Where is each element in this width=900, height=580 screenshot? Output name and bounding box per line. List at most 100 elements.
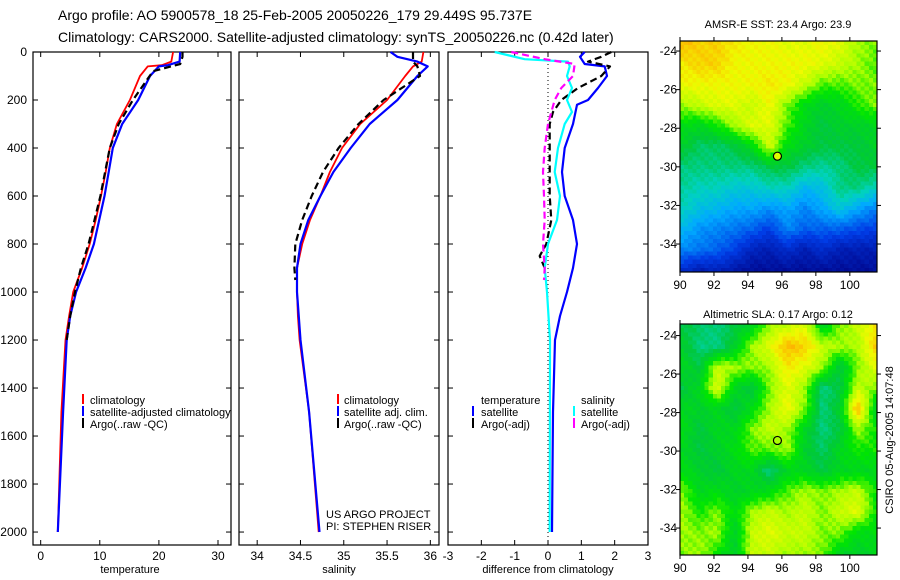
series-line-temperature-satellite — [550, 51, 609, 533]
credit-timestamp: CSIRO 05-Aug-2005 14:07:48 — [884, 366, 896, 513]
x-tick-label: 20 — [152, 549, 166, 563]
lon-tick-label: 94 — [741, 278, 755, 292]
lon-tick-label: 90 — [673, 278, 687, 292]
lon-tick-label: 100 — [840, 278, 860, 292]
y-tick-label: 800 — [7, 237, 27, 251]
lon-tick-label: 98 — [809, 561, 823, 575]
legend-swatch-climatology — [82, 394, 84, 404]
series-line-salinity-satellite — [494, 50, 574, 533]
x-tick-label: 0 — [545, 549, 552, 563]
x-tick-label: 3 — [645, 549, 652, 563]
salinity-xlabel: salinity — [322, 564, 356, 576]
lon-tick-label: 98 — [809, 278, 823, 292]
series-line-temperature-argo-adj- — [538, 51, 612, 269]
figure-title-line2: Climatology: CARS2000. Satellite-adjuste… — [58, 29, 614, 45]
sla-map-frame — [679, 323, 878, 556]
legend-label: satellite adj. clim. — [344, 407, 428, 419]
lon-tick-label: 90 — [673, 561, 687, 575]
lat-tick-label: -34 — [660, 237, 678, 251]
y-tick-label: 2000 — [0, 525, 27, 539]
legend-swatch-sal-satellite — [573, 406, 575, 416]
x-tick-label: 36 — [424, 549, 438, 563]
legend-label: Argo(..raw -QC) — [90, 419, 168, 431]
lon-tick-label: 96 — [775, 561, 789, 575]
x-tick-label: 35.5 — [375, 549, 399, 563]
series-line-argo-raw-qc- — [65, 52, 184, 341]
temperature-xlabel: temperature — [100, 564, 159, 576]
legend-label: climatology — [344, 395, 400, 407]
legend-label: climatology — [90, 395, 146, 407]
y-tick-label: 1600 — [0, 429, 27, 443]
legend-group-title: salinity — [581, 395, 615, 407]
lat-tick-label: -32 — [660, 198, 678, 212]
x-tick-label: 30 — [211, 549, 225, 563]
x-tick-label: 35 — [337, 549, 351, 563]
salinity-axes-box — [238, 51, 440, 546]
difference-xlabel: difference from climatology — [482, 564, 614, 576]
temperature-axes-box — [32, 51, 232, 546]
lon-tick-label: 92 — [707, 561, 721, 575]
legend-swatch-satellite — [337, 406, 339, 416]
lon-tick-label: 94 — [741, 561, 755, 575]
legend-swatch-sal-argo — [573, 418, 575, 428]
x-tick-label: 2 — [611, 549, 618, 563]
lon-tick-label: 96 — [775, 278, 789, 292]
lat-tick-label: -30 — [660, 160, 678, 174]
legend-label: satellite-adjusted climatology — [90, 407, 231, 419]
x-tick-label: 1 — [578, 549, 585, 563]
legend-label: Argo(..raw -QC) — [344, 419, 422, 431]
y-tick-label: 1200 — [0, 333, 27, 347]
series-line-satellite-adj-clim- — [295, 51, 429, 533]
lat-tick-label: -28 — [660, 121, 678, 135]
y-tick-label: 0 — [20, 45, 27, 59]
series-line-climatology — [296, 51, 425, 533]
salinity-legend: climatology satellite adj. clim. Argo(..… — [337, 394, 428, 431]
lat-tick-label: -34 — [660, 521, 678, 535]
legend-label: satellite — [481, 407, 518, 419]
legend-group-title: temperature — [481, 395, 540, 407]
sst-map-frame — [679, 40, 878, 273]
legend-swatch-climatology — [337, 394, 339, 404]
legend-swatch-satellite — [82, 406, 84, 416]
x-tick-label: 34 — [251, 549, 265, 563]
project-annotation: US ARGO PROJECT — [326, 509, 431, 521]
y-tick-label: 1800 — [0, 477, 27, 491]
legend-swatch-temp-argo — [472, 418, 474, 428]
argo-float-marker — [772, 435, 783, 446]
pi-annotation: PI: STEPHEN RISER — [326, 521, 431, 533]
x-tick-label: -2 — [476, 549, 487, 563]
lat-tick-label: -26 — [660, 83, 678, 97]
legend-label: Argo(-adj) — [481, 419, 530, 431]
x-tick-label: 10 — [93, 549, 107, 563]
x-tick-label: 34.5 — [289, 549, 313, 563]
lat-tick-label: -28 — [660, 406, 678, 420]
legend-swatch-temp-satellite — [472, 406, 474, 416]
legend-label: satellite — [581, 407, 618, 419]
temperature-legend: climatology satellite-adjusted climatolo… — [82, 394, 231, 431]
legend-swatch-argo — [337, 418, 339, 428]
lat-tick-label: -24 — [660, 44, 678, 58]
x-tick-label: 0 — [37, 549, 44, 563]
series-line-argo-raw-qc- — [293, 52, 422, 281]
lat-tick-label: -24 — [660, 329, 678, 343]
sst-map-title: AMSR-E SST: 23.4 Argo: 23.9 — [705, 19, 852, 31]
series-line-satellite-adjusted-climatology — [56, 51, 182, 533]
y-tick-label: 1400 — [0, 381, 27, 395]
legend-label: Argo(-adj) — [581, 419, 630, 431]
y-tick-label: 1000 — [0, 285, 27, 299]
lat-tick-label: -30 — [660, 444, 678, 458]
x-tick-label: -1 — [509, 549, 520, 563]
series-line-salinity-argo-adj- — [511, 50, 576, 281]
y-tick-label: 200 — [7, 93, 27, 107]
lat-tick-label: -32 — [660, 483, 678, 497]
difference-legend: temperature satellite Argo(-adj) salinit… — [472, 395, 630, 431]
lon-tick-label: 100 — [840, 561, 860, 575]
figure-title-line1: Argo profile: AO 5900578_18 25-Feb-2005 … — [58, 7, 532, 23]
sla-map-title: Altimetric SLA: 0.17 Argo: 0.12 — [703, 309, 853, 321]
argo-float-marker — [772, 151, 783, 161]
x-tick-label: -3 — [443, 549, 454, 563]
lon-tick-label: 92 — [707, 278, 721, 292]
lat-tick-label: -26 — [660, 367, 678, 381]
y-tick-label: 600 — [7, 189, 27, 203]
